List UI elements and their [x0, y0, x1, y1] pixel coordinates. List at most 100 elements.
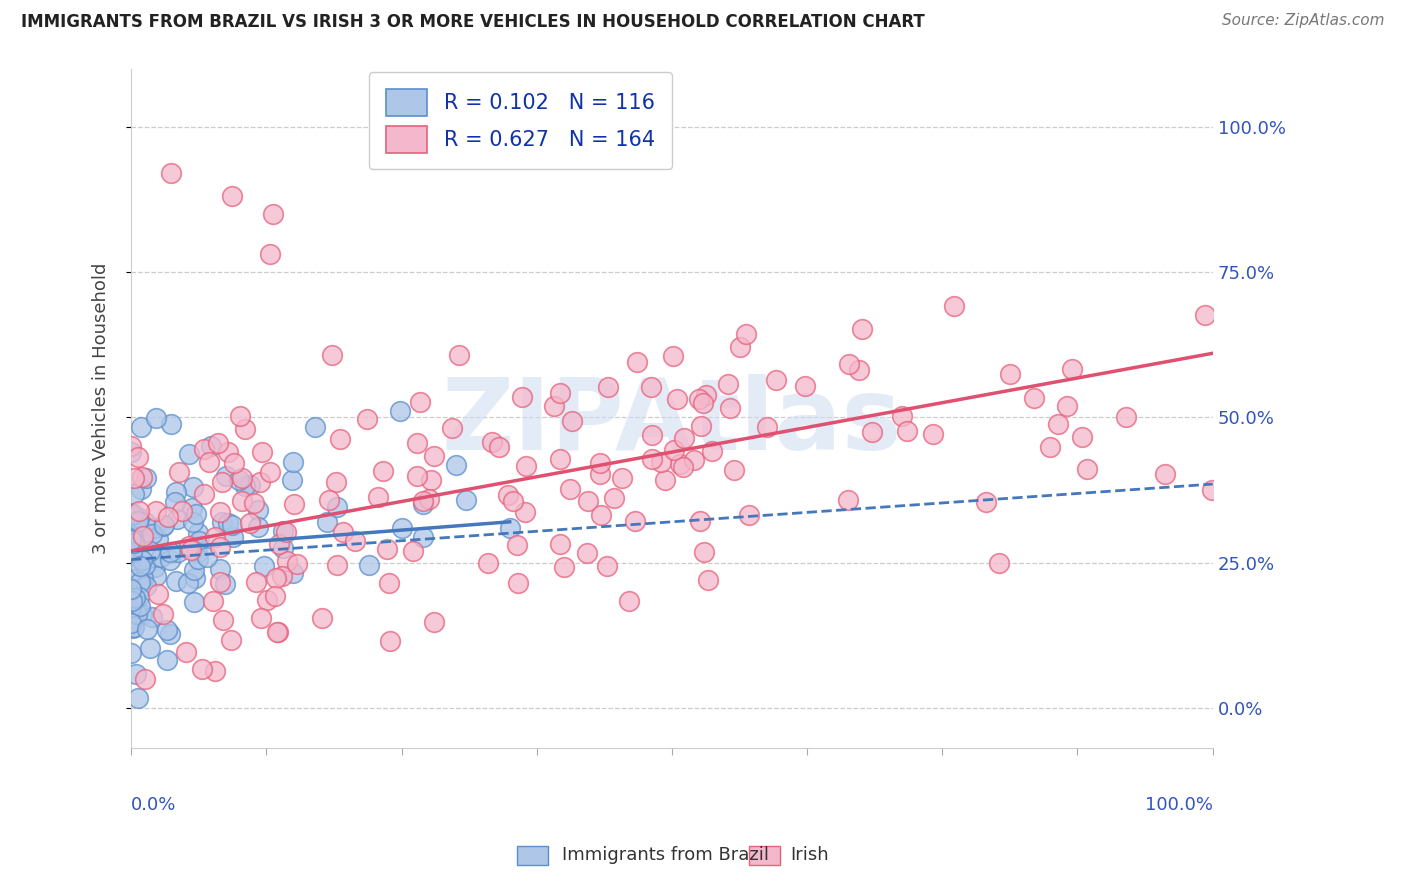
Text: Immigrants from Brazil: Immigrants from Brazil [562, 847, 769, 864]
Point [204, 664, 226, 678]
Legend: R = 0.102   N = 116, R = 0.627   N = 164: R = 0.102 N = 116, R = 0.627 N = 164 [370, 72, 672, 169]
Point [619, 594, 641, 608]
Point [187, 526, 209, 541]
Point [122, 516, 145, 531]
Point [128, 574, 150, 589]
Point [127, 514, 149, 528]
Point [249, 475, 271, 489]
Point [174, 645, 197, 659]
Point [177, 575, 200, 590]
Point [121, 544, 143, 558]
Point [222, 530, 245, 544]
Point [121, 531, 143, 545]
Point [267, 625, 290, 640]
Point [122, 471, 145, 485]
Point [128, 511, 150, 525]
Point [624, 514, 647, 528]
Point [238, 516, 260, 530]
Point [367, 490, 389, 504]
Point [508, 576, 530, 591]
Point [793, 378, 815, 392]
Point [669, 457, 692, 471]
Point [156, 510, 179, 524]
Point [481, 434, 503, 449]
Point [477, 557, 499, 571]
Point [734, 326, 756, 341]
Point [285, 557, 308, 571]
Point [215, 469, 238, 483]
Point [121, 594, 143, 608]
Point [765, 373, 787, 387]
Point [143, 560, 166, 574]
Point [689, 514, 711, 528]
Point [167, 465, 190, 479]
Point [131, 553, 153, 567]
Point [131, 607, 153, 622]
Point [152, 607, 174, 621]
Point [208, 540, 231, 554]
Point [252, 558, 274, 573]
Point [193, 442, 215, 456]
Point [640, 380, 662, 394]
Point [243, 496, 266, 510]
Text: 0.0%: 0.0% [131, 796, 177, 814]
Point [891, 409, 914, 423]
Point [860, 425, 883, 439]
Point [127, 690, 149, 705]
Point [128, 504, 150, 518]
Point [209, 575, 232, 590]
Point [120, 521, 142, 535]
Point [456, 493, 478, 508]
Point [122, 487, 145, 501]
Point [1076, 462, 1098, 476]
Point [120, 582, 142, 597]
Point [548, 451, 571, 466]
Point [589, 456, 612, 470]
Point [219, 632, 242, 647]
Point [221, 189, 243, 203]
Point [121, 543, 143, 558]
Point [167, 545, 190, 559]
Point [259, 465, 281, 479]
Point [131, 529, 153, 543]
Point [128, 559, 150, 574]
Point [134, 672, 156, 686]
Point [207, 435, 229, 450]
Point [160, 166, 183, 180]
Point [641, 427, 664, 442]
Point [896, 424, 918, 438]
Point [356, 412, 378, 426]
Point [515, 505, 537, 519]
Point [159, 626, 181, 640]
Point [311, 611, 333, 625]
Point [412, 497, 434, 511]
Point [974, 494, 997, 508]
Point [186, 546, 208, 560]
Point [135, 471, 157, 485]
Point [378, 633, 401, 648]
Point [120, 553, 142, 567]
Point [409, 394, 432, 409]
Point [283, 455, 305, 469]
Point [120, 646, 142, 660]
Point [548, 537, 571, 551]
Point [987, 557, 1010, 571]
Point [848, 362, 870, 376]
Point [271, 524, 294, 539]
Point [131, 571, 153, 585]
Point [217, 516, 239, 531]
Point [326, 558, 349, 573]
Point [576, 494, 599, 508]
Point [191, 661, 214, 675]
Point [412, 530, 434, 544]
Point [233, 479, 256, 493]
Point [1071, 430, 1094, 444]
Point [148, 532, 170, 546]
Point [145, 504, 167, 518]
Point [197, 455, 219, 469]
Point [402, 543, 425, 558]
Point [270, 568, 292, 582]
Point [441, 421, 464, 435]
Point [143, 521, 166, 535]
Point [738, 508, 761, 522]
